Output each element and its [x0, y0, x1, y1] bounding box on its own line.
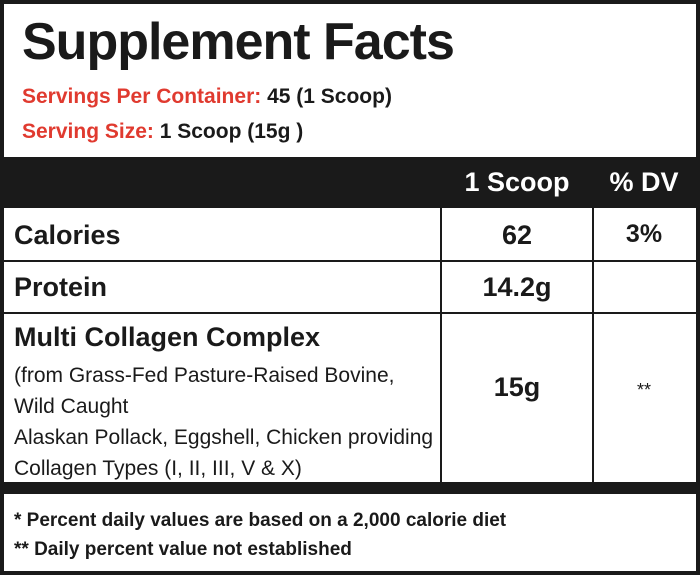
row-amount-collagen: 15g — [493, 372, 541, 402]
table-header: 1 Scoop % DV — [4, 157, 696, 208]
serving-size-value: 1 Scoop (15g ) — [159, 120, 304, 143]
row-amount-protein: 14.2g — [482, 272, 552, 302]
row-dv-calories: 3% — [625, 220, 663, 248]
panel-title: Supplement Facts — [22, 13, 455, 71]
servings-per-container-label: Servings Per Container: — [22, 85, 262, 108]
collagen-detail-line: Alaskan Pollack, Eggshell, Chicken provi… — [14, 426, 434, 449]
serving-size: Serving Size: 1 Scoop (15g ) — [22, 119, 303, 145]
table-row: Protein 14.2g — [4, 260, 696, 314]
column-header-dv: % DV — [609, 167, 679, 197]
row-name-collagen: Multi Collagen Complex — [14, 322, 321, 352]
table-row: Calories 62 3% — [4, 208, 696, 262]
collagen-detail-line: (from Grass-Fed Pasture-Raised Bovine, W… — [14, 364, 395, 418]
footnote-dv-basis: * Percent daily values are based on a 2,… — [14, 510, 507, 531]
servings-per-container-value: 45 (1 Scoop) — [267, 85, 392, 108]
footnote-dv-not-established: ** Daily percent value not established — [14, 539, 352, 560]
row-name-calories: Calories — [14, 220, 121, 250]
serving-size-label: Serving Size: — [22, 120, 154, 143]
column-divider — [592, 208, 594, 482]
row-dv-collagen: ** — [636, 380, 651, 400]
row-name-protein: Protein — [14, 272, 108, 302]
footer-divider-bar — [4, 482, 696, 494]
column-header-amount: 1 Scoop — [464, 167, 570, 197]
collagen-detail-line: Collagen Types (I, II, III, V & X) — [14, 457, 302, 480]
table-row: Multi Collagen Complex (from Grass-Fed P… — [4, 312, 696, 482]
row-amount-calories: 62 — [501, 220, 533, 250]
servings-per-container: Servings Per Container: 45 (1 Scoop) — [22, 84, 392, 110]
column-divider — [440, 208, 442, 482]
collagen-details: (from Grass-Fed Pasture-Raised Bovine, W… — [14, 360, 439, 484]
